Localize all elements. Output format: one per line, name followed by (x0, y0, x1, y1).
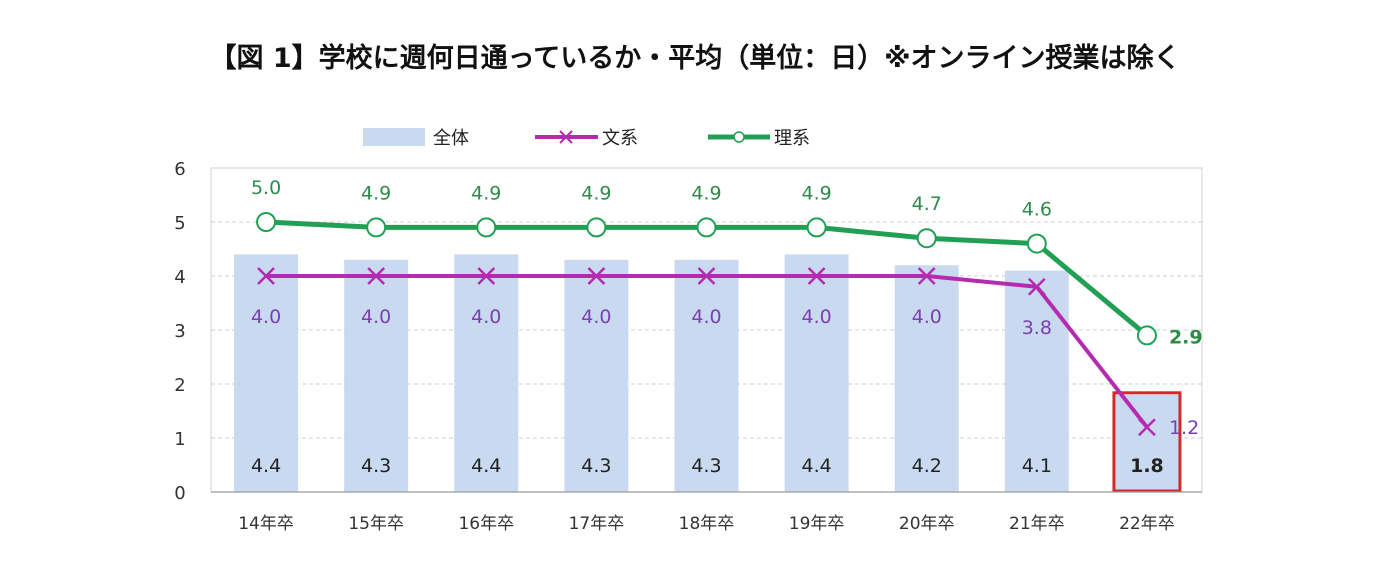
data-label-bunkei: 4.0 (691, 306, 721, 328)
y-tick-label: 2 (174, 375, 185, 396)
data-label-rikei: 5.0 (251, 177, 281, 199)
marker-rikei (806, 217, 827, 238)
bar-total (1114, 394, 1179, 492)
x-tick-label: 17年卒 (569, 514, 625, 534)
highlight-box (1112, 391, 1182, 493)
data-label-rikei: 4.9 (691, 182, 721, 204)
y-tick-label: 4 (174, 267, 185, 288)
marker-bunkei (1138, 418, 1156, 437)
data-label-rikei: 2.9 (1169, 326, 1203, 348)
marker-bunkei-stroke (917, 267, 936, 285)
marker-bunkei (1027, 277, 1046, 296)
bar-total (894, 265, 959, 492)
data-label-total: 4.2 (912, 455, 942, 477)
bar-total (784, 254, 849, 492)
legend-swatch-total (363, 128, 425, 146)
marker-bunkei (257, 267, 275, 285)
data-label-bunkei: 3.8 (1022, 317, 1052, 339)
marker-rikei (366, 217, 387, 238)
marker-bunkei-stroke (477, 267, 496, 285)
data-label-total: 4.4 (471, 455, 501, 477)
data-label-bunkei: 4.0 (802, 306, 832, 328)
data-label-total: 4.3 (691, 455, 721, 477)
marker-bunkei-stroke (697, 267, 716, 285)
bar-total (454, 254, 519, 492)
data-label-total: 4.4 (802, 455, 832, 477)
data-label-total: 1.8 (1130, 455, 1164, 477)
marker-bunkei-stroke (257, 267, 275, 285)
data-label-rikei: 4.9 (361, 182, 391, 204)
data-label-bunkei: 4.0 (581, 306, 611, 328)
y-tick-label: 3 (174, 321, 185, 342)
x-tick-label: 19年卒 (789, 514, 845, 534)
bar-total (1004, 270, 1069, 492)
marker-bunkei-stroke (587, 267, 606, 285)
bar-total (674, 259, 739, 492)
legend-marker-bunkei (559, 130, 573, 144)
data-label-bunkei: 1.2 (1169, 417, 1199, 439)
marker-bunkei (477, 267, 496, 285)
x-tick-label: 16年卒 (458, 514, 514, 534)
marker-bunkei-stroke (367, 267, 386, 285)
x-axis: 14年卒 15年卒 16年卒 17年卒 18年卒 19年卒 20年卒 21年卒 22年卒 (238, 514, 1175, 534)
marker-bunkei-stroke (1138, 418, 1156, 437)
marker-rikei (586, 217, 607, 238)
bars-total (234, 254, 1182, 493)
legend: 全体 文系 理系 (363, 128, 810, 149)
data-label-total: 4.4 (251, 455, 281, 477)
marker-bunkei (917, 267, 936, 285)
marker-bunkei (807, 267, 826, 285)
data-label-total: 4.3 (581, 455, 611, 477)
marker-rikei (476, 217, 497, 238)
x-tick-label: 15年卒 (348, 514, 404, 534)
marker-rikei (1136, 325, 1157, 346)
y-tick-label: 0 (174, 483, 185, 504)
data-label-total: 4.3 (361, 455, 391, 477)
bar-total (564, 259, 629, 492)
marker-bunkei-stroke (1027, 277, 1046, 296)
marker-rikei (916, 228, 937, 249)
legend-label-total: 全体 (433, 128, 469, 149)
legend-label-bunkei: 文系 (602, 128, 638, 149)
series-lines (256, 212, 1157, 437)
data-label-rikei: 4.9 (471, 182, 501, 204)
x-tick-label: 22年卒 (1119, 514, 1175, 534)
x-tick-label: 20年卒 (899, 514, 955, 534)
x-tick-label: 21年卒 (1009, 514, 1065, 534)
marker-rikei (256, 212, 277, 232)
y-tick-label: 1 (174, 429, 185, 450)
data-label-bunkei: 4.0 (912, 306, 942, 328)
y-axis: 0 1 2 3 4 5 6 (174, 159, 1202, 504)
marker-bunkei (587, 267, 606, 285)
legend-marker-rikei (733, 131, 745, 143)
data-label-total: 4.1 (1022, 455, 1052, 477)
marker-rikei (1026, 233, 1047, 254)
data-label-bunkei: 4.0 (251, 306, 281, 328)
y-tick-label: 6 (174, 159, 185, 180)
marker-bunkei (367, 267, 386, 285)
data-label-bunkei: 4.0 (471, 306, 501, 328)
data-label-rikei: 4.9 (802, 182, 832, 204)
marker-rikei (696, 217, 717, 238)
bar-total (234, 254, 299, 492)
data-label-bunkei: 4.0 (361, 306, 391, 328)
x-tick-label: 14年卒 (238, 514, 294, 534)
data-labels: 4.4 4.3 4.4 4.3 4.3 4.4 4.2 4.1 1.8 4.0 4.0 4.0 4.0 4… (251, 177, 1203, 477)
data-label-rikei: 4.7 (912, 193, 942, 215)
x-tick-label: 18年卒 (679, 514, 735, 534)
marker-bunkei (697, 267, 716, 285)
data-label-rikei: 4.6 (1022, 199, 1052, 221)
legend-label-rikei: 理系 (774, 128, 810, 149)
marker-bunkei-stroke (807, 267, 826, 285)
bar-total (344, 259, 409, 492)
data-label-rikei: 4.9 (581, 182, 611, 204)
chart-title: 【図 1】学校に週何日通っているか・平均（単位：日）※オンライン授業は除く (209, 43, 1181, 74)
y-tick-label: 5 (174, 213, 185, 234)
